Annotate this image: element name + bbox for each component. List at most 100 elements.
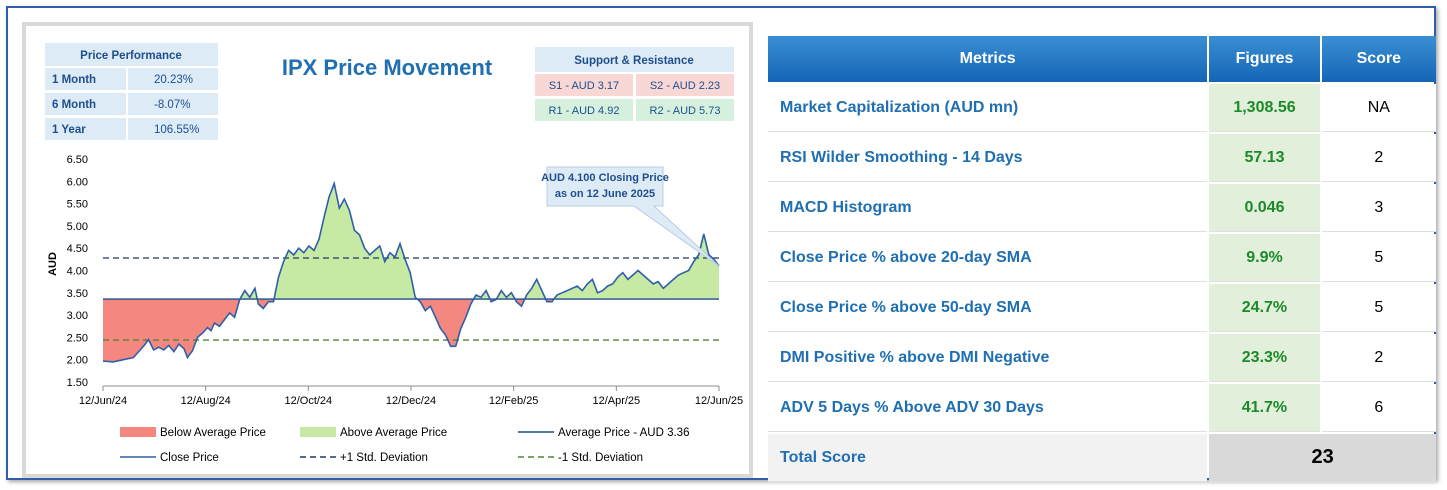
score-header: Score xyxy=(1321,36,1436,82)
below-average-area xyxy=(514,299,525,307)
y-tick-label: 5.00 xyxy=(67,221,88,233)
total-score-value: 23 xyxy=(1209,434,1436,482)
above-average-area xyxy=(473,290,490,300)
metric-score: 5 xyxy=(1321,234,1436,282)
legend-swatch xyxy=(120,427,156,437)
s2-bg xyxy=(636,74,734,96)
metric-figure: 24.7% xyxy=(1209,284,1320,332)
price-performance-header: Price Performance xyxy=(80,50,182,62)
perf-value-bg xyxy=(128,118,218,140)
above-average-area xyxy=(496,290,515,300)
metric-figure: 57.13 xyxy=(1209,134,1320,182)
metric-score: 2 xyxy=(1321,134,1436,182)
perf-row: 1 Month 20.23% xyxy=(45,68,218,90)
callout-box xyxy=(546,166,720,267)
perf-value-bg xyxy=(128,93,218,115)
metric-name: MACD Histogram xyxy=(768,184,1208,232)
price-chart: Price Performance 1 Month 20.23% 6 Month… xyxy=(45,43,744,464)
y-tick-label: 4.50 xyxy=(67,243,88,255)
x-tick-label: 12/Jun/25 xyxy=(695,395,743,407)
metric-score: NA xyxy=(1321,84,1436,132)
y-tick-label: 4.00 xyxy=(67,266,88,278)
resistance-2: R2 - AUD 5.73 xyxy=(650,105,721,117)
perf-value-6-month: -8.07% xyxy=(154,99,190,111)
legend-label: +1 Std. Deviation xyxy=(340,452,428,464)
legend-label: -1 Std. Deviation xyxy=(558,452,643,464)
perf-label-bg xyxy=(45,68,126,90)
r1-bg xyxy=(535,99,633,121)
metric-score: 2 xyxy=(1321,334,1436,382)
sr-header-bg xyxy=(535,47,734,72)
support-1: S1 - AUD 3.17 xyxy=(549,80,619,92)
perf-value-bg xyxy=(128,68,218,90)
legend-label: Average Price - AUD 3.36 xyxy=(558,427,689,439)
below-average-area xyxy=(257,299,275,309)
total-row: Total Score 23 xyxy=(768,434,1436,482)
sr-header: Support & Resistance xyxy=(574,55,694,67)
below-average-area xyxy=(417,299,474,347)
perf-value-1-year: 106.55% xyxy=(154,124,199,136)
metrics-header: Metrics xyxy=(768,36,1208,82)
support-2: S2 - AUD 2.23 xyxy=(650,80,720,92)
legend-label: Above Average Price xyxy=(340,427,447,439)
perf-label-1-month: 1 Month xyxy=(52,74,96,86)
perf-label-6-month: 6 Month xyxy=(52,99,96,111)
close-price-line xyxy=(102,180,720,363)
y-tick-label: 3.00 xyxy=(67,310,88,322)
table-row: RSI Wilder Smoothing - 14 Days 57.13 2 xyxy=(768,134,1436,182)
table-row: DMI Positive % above DMI Negative 23.3% … xyxy=(768,334,1436,382)
above-average-area xyxy=(524,279,546,300)
perf-label-1-year: 1 Year xyxy=(52,124,86,136)
metric-score: 5 xyxy=(1321,284,1436,332)
s1-bg xyxy=(535,74,633,96)
close-price-series xyxy=(102,180,720,363)
y-tick-label: 2.00 xyxy=(67,355,88,367)
y-tick-label: 2.50 xyxy=(67,332,88,344)
above-average-area xyxy=(239,288,258,300)
above-average-area xyxy=(274,183,418,300)
reference-lines xyxy=(103,257,719,341)
total-score-label: Total Score xyxy=(768,434,1208,482)
x-tick-label: 12/Oct/24 xyxy=(284,395,332,407)
metric-figure: 9.9% xyxy=(1209,234,1320,282)
x-tick-label: 12/Dec/24 xyxy=(386,395,436,407)
perf-label-bg xyxy=(45,93,126,115)
metric-name: RSI Wilder Smoothing - 14 Days xyxy=(768,134,1208,182)
metrics-header-row: Metrics Figures Score xyxy=(768,36,1436,82)
axes: 6.50 6.00 5.50 5.00 4.50 4.00 3.50 3.00 2.50 2.00… xyxy=(67,154,744,407)
figures-header: Figures xyxy=(1209,36,1320,82)
metric-figure: 0.046 xyxy=(1209,184,1320,232)
metric-figure: 1,308.56 xyxy=(1209,84,1320,132)
y-tick-label: 5.50 xyxy=(67,199,88,211)
metric-name: Close Price % above 50-day SMA xyxy=(768,284,1208,332)
y-tick-label: 6.50 xyxy=(67,154,88,166)
table-row: Close Price % above 50-day SMA 24.7% 5 xyxy=(768,284,1436,332)
legend-label: Close Price xyxy=(160,452,219,464)
y-tick-label: 3.50 xyxy=(67,288,88,300)
support-resistance-table: Support & Resistance S1 - AUD 3.17 S2 - … xyxy=(535,47,734,121)
table-row: MACD Histogram 0.046 3 xyxy=(768,184,1436,232)
y-tick-label: 1.50 xyxy=(67,377,88,389)
metric-name: ADV 5 Days % Above ADV 30 Days xyxy=(768,384,1208,432)
below-average-area xyxy=(103,299,240,362)
metric-name: DMI Positive % above DMI Negative xyxy=(768,334,1208,382)
above-average-area xyxy=(553,233,719,300)
r2-bg xyxy=(636,99,734,121)
price-performance-table: Price Performance 1 Month 20.23% 6 Month… xyxy=(45,43,218,140)
resistance-1: R1 - AUD 4.92 xyxy=(549,105,620,117)
x-tick-label: 12/Apr/25 xyxy=(592,395,640,407)
table-row: Market Capitalization (AUD mn) 1,308.56 … xyxy=(768,84,1436,132)
closing-price-callout: AUD 4.100 Closing Price as on 12 June 20… xyxy=(541,166,720,267)
metric-figure: 23.3% xyxy=(1209,334,1320,382)
metric-figure: 41.7% xyxy=(1209,384,1320,432)
metric-name: Close Price % above 20-day SMA xyxy=(768,234,1208,282)
table-row: Close Price % above 20-day SMA 9.9% 5 xyxy=(768,234,1436,282)
perf-value-1-month: 20.23% xyxy=(154,74,193,86)
metric-score: 6 xyxy=(1321,384,1436,432)
chart-legend: Below Average Price Above Average Price Av… xyxy=(120,427,689,464)
y-tick-label: 6.00 xyxy=(67,176,88,188)
metrics-table: Metrics Figures Score Market Capitalizat… xyxy=(766,34,1438,484)
chart-panel: Price Performance 1 Month 20.23% 6 Month… xyxy=(22,22,753,478)
perf-label-bg xyxy=(45,118,126,140)
callout-line-1: AUD 4.100 Closing Price xyxy=(541,172,669,184)
